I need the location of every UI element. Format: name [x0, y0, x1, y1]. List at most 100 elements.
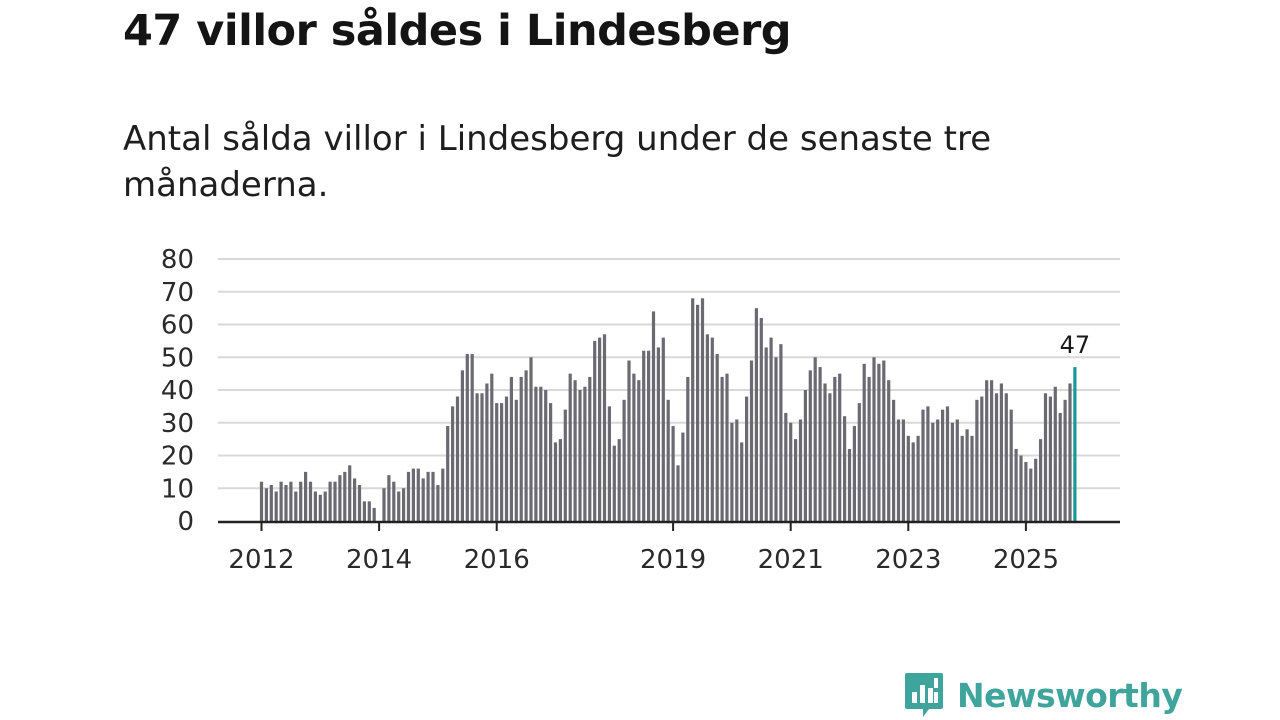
bar — [343, 471, 347, 522]
bar — [656, 347, 660, 521]
bar — [470, 353, 474, 521]
bar — [475, 393, 479, 521]
bar-latest — [1073, 367, 1077, 521]
data-labels: 47 — [1060, 331, 1091, 359]
bar — [357, 484, 362, 521]
bar — [754, 308, 758, 522]
bar — [838, 373, 842, 522]
bar — [392, 481, 396, 521]
bar — [338, 475, 342, 521]
bar — [622, 399, 626, 521]
bar — [593, 340, 597, 522]
bar — [558, 439, 562, 522]
bar — [906, 435, 910, 521]
bar — [715, 353, 719, 521]
bar — [975, 399, 979, 521]
bar — [259, 481, 264, 521]
bar — [970, 435, 974, 521]
bar — [686, 376, 690, 521]
bar — [798, 419, 803, 521]
y-tick-label-10: 10 — [161, 474, 194, 504]
bar — [847, 448, 852, 521]
bars — [259, 298, 1077, 522]
bar — [416, 468, 420, 521]
bar — [500, 403, 504, 521]
bar — [308, 481, 313, 521]
bar — [764, 347, 768, 521]
bar — [671, 426, 675, 521]
bar — [509, 376, 513, 521]
bar — [990, 380, 994, 521]
bar — [735, 419, 739, 521]
bar — [965, 429, 969, 521]
newsworthy-logo-icon — [905, 673, 943, 717]
bar — [828, 393, 832, 521]
bar — [387, 475, 391, 521]
bar — [372, 507, 376, 521]
bar — [803, 390, 807, 521]
bar — [872, 357, 876, 521]
bar — [720, 376, 724, 521]
bar — [999, 383, 1003, 521]
bar — [514, 399, 518, 521]
bar — [353, 478, 357, 521]
y-tick-label-80: 80 — [161, 245, 194, 275]
bar — [823, 383, 827, 521]
bar — [632, 373, 636, 522]
bar — [1014, 448, 1018, 521]
bar — [269, 484, 273, 521]
bar — [1063, 399, 1067, 521]
bar — [1039, 439, 1043, 522]
y-tick-label-70: 70 — [161, 278, 194, 308]
bar — [1053, 386, 1057, 521]
x-tick-label-2012: 2012 — [228, 545, 294, 575]
bar — [304, 471, 308, 522]
bar — [1058, 412, 1062, 521]
bar — [367, 501, 371, 521]
bar — [264, 488, 268, 521]
bar — [794, 439, 798, 522]
bar — [553, 442, 558, 521]
bar — [1029, 468, 1033, 521]
bar — [406, 471, 411, 522]
y-tick-label-50: 50 — [161, 343, 194, 373]
bar — [617, 439, 621, 522]
bar — [504, 396, 509, 521]
bar — [274, 491, 278, 521]
bar — [926, 406, 930, 522]
bar — [313, 491, 317, 521]
bar — [485, 383, 489, 521]
bar — [759, 317, 763, 521]
bar — [1019, 455, 1023, 521]
chart-subtitle: Antal sålda villor i Lindesberg under de… — [123, 119, 992, 205]
y-tick-label-0: 0 — [177, 507, 194, 537]
bar — [1043, 393, 1048, 521]
bar — [700, 298, 705, 521]
y-tick-label-20: 20 — [161, 442, 194, 472]
brand-name: Newsworthy — [957, 675, 1183, 715]
bar — [994, 393, 999, 521]
bar — [421, 478, 425, 521]
bar — [436, 484, 440, 521]
bar — [784, 412, 788, 521]
bar — [911, 442, 915, 521]
bar — [402, 488, 406, 521]
bar — [598, 337, 602, 521]
bar — [862, 363, 866, 521]
latest-value-label: 47 — [1060, 331, 1091, 359]
bar — [1068, 383, 1072, 521]
bar — [843, 416, 847, 521]
bar — [901, 419, 905, 521]
y-tick-label-30: 30 — [161, 409, 194, 439]
bar — [813, 357, 817, 521]
bar — [1004, 393, 1008, 521]
x-tick-label-2016: 2016 — [464, 545, 530, 575]
bar — [495, 403, 499, 521]
bar — [745, 396, 749, 521]
bar — [637, 380, 641, 521]
bar — [451, 406, 455, 522]
bar — [446, 426, 450, 521]
bar — [867, 376, 871, 521]
